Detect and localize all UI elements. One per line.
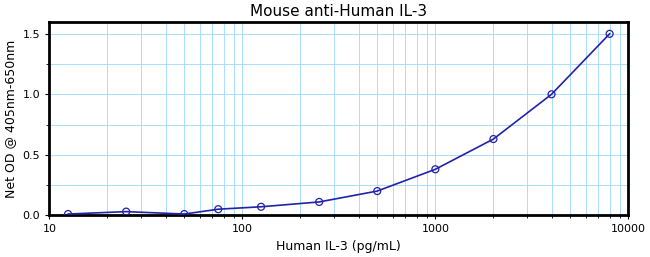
X-axis label: Human IL-3 (pg/mL): Human IL-3 (pg/mL)	[276, 240, 401, 253]
Y-axis label: Net OD @ 405nm-650nm: Net OD @ 405nm-650nm	[4, 39, 17, 198]
Point	[256, 205, 266, 209]
Point	[604, 32, 615, 36]
Point	[179, 212, 189, 216]
Point	[63, 212, 73, 216]
Point	[314, 200, 324, 204]
Title: Mouse anti-Human IL-3: Mouse anti-Human IL-3	[250, 4, 428, 19]
Point	[430, 167, 441, 171]
Point	[372, 189, 382, 193]
Point	[488, 137, 499, 141]
Point	[121, 209, 131, 214]
Point	[547, 92, 557, 96]
Point	[213, 207, 224, 211]
